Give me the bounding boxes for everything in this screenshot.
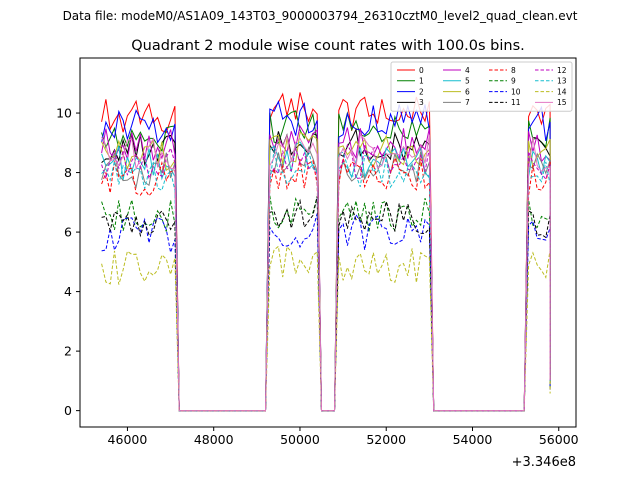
series-line-0: [101, 92, 551, 412]
series-line-14: [101, 245, 551, 412]
x-tick-label: 54000: [453, 432, 493, 447]
series-line-3: [101, 127, 551, 412]
series-line-9: [101, 195, 551, 412]
y-tick-label: 8: [64, 165, 72, 180]
series-line-7: [101, 145, 551, 412]
legend-label: 8: [511, 66, 516, 75]
legend-label: 2: [419, 87, 424, 96]
y-tick-label: 0: [64, 403, 72, 418]
y-tick-label: 6: [64, 225, 72, 240]
x-offset-text: +3.346e8: [512, 455, 576, 470]
series-line-15: [101, 133, 551, 412]
legend-label: 4: [465, 66, 470, 75]
legend-label: 12: [557, 66, 567, 75]
legend-label: 3: [419, 98, 424, 107]
x-tick-label: 52000: [366, 432, 406, 447]
legend-label: 11: [511, 98, 521, 107]
legend-box: [390, 61, 573, 112]
series-line-11: [101, 196, 551, 412]
legend-label: 5: [465, 77, 470, 86]
legend-label: 0: [419, 66, 424, 75]
x-tick-label: 56000: [539, 432, 579, 447]
x-tick-label: 50000: [280, 432, 320, 447]
plot-lines: [101, 92, 551, 412]
y-tick-label: 10: [56, 106, 72, 121]
legend-label: 15: [557, 98, 567, 107]
legend-label: 10: [511, 87, 521, 96]
y-tick-label: 4: [64, 284, 72, 299]
y-tick-label: 2: [64, 344, 72, 359]
series-line-12: [101, 143, 551, 412]
series-line-10: [101, 213, 551, 412]
series-line-8: [101, 156, 551, 412]
legend-label: 7: [465, 98, 470, 107]
x-tick-label: 46000: [108, 432, 148, 447]
series-line-2: [101, 99, 551, 412]
x-axis: 46000 48000 50000 52000 54000 56000: [108, 427, 579, 447]
legend-label: 1: [419, 77, 424, 86]
legend-label: 14: [557, 87, 567, 96]
y-axis: 0 2 4 6 8 10: [56, 106, 80, 418]
chart-title: Quadrant 2 module wise count rates with …: [131, 38, 525, 54]
figure-suptitle: Data file: modeM0/AS1A09_143T03_90000037…: [63, 9, 578, 23]
legend-label: 6: [465, 87, 470, 96]
series-line-6: [101, 131, 551, 412]
legend-label: 9: [511, 77, 516, 86]
x-tick-label: 48000: [194, 432, 234, 447]
series-line-5: [101, 141, 551, 412]
plot-frame: [79, 57, 577, 428]
series-line-1: [101, 110, 551, 412]
legend-label: 13: [557, 77, 567, 86]
series-line-13: [101, 149, 551, 412]
